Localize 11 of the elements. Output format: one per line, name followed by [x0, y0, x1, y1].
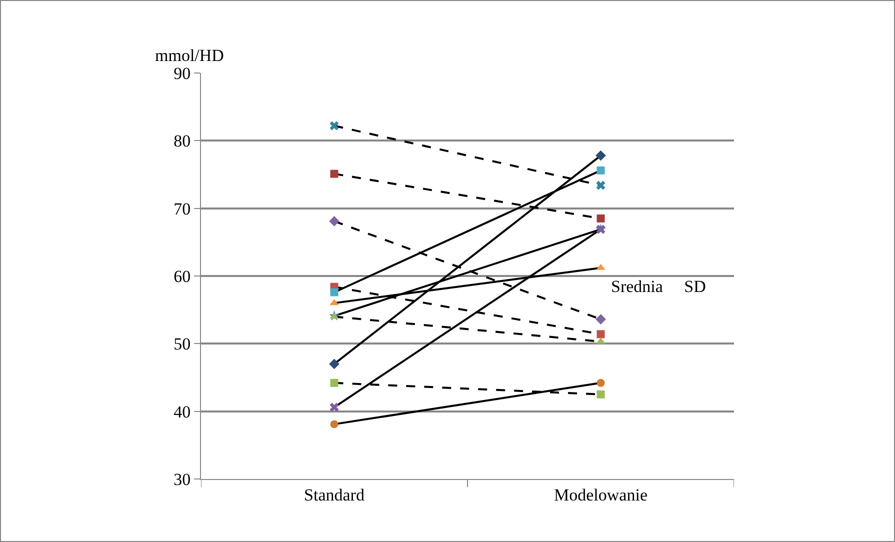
y-tick-label: 90	[174, 64, 191, 83]
y-tick-label: 30	[174, 470, 191, 489]
y-tick-label: 40	[174, 402, 191, 422]
y-tick-label: 60	[174, 266, 191, 286]
y-tick-label: 80	[174, 132, 191, 151]
y-tick-label: 50	[174, 334, 191, 354]
x-tick-label: Modelowanie	[554, 485, 648, 504]
x-tick-label: Standard	[304, 485, 365, 504]
y-tick-label: 70	[174, 199, 191, 218]
y-axis-title: mmol/HD	[155, 46, 224, 65]
annotation: Srednia SD	[611, 277, 706, 296]
